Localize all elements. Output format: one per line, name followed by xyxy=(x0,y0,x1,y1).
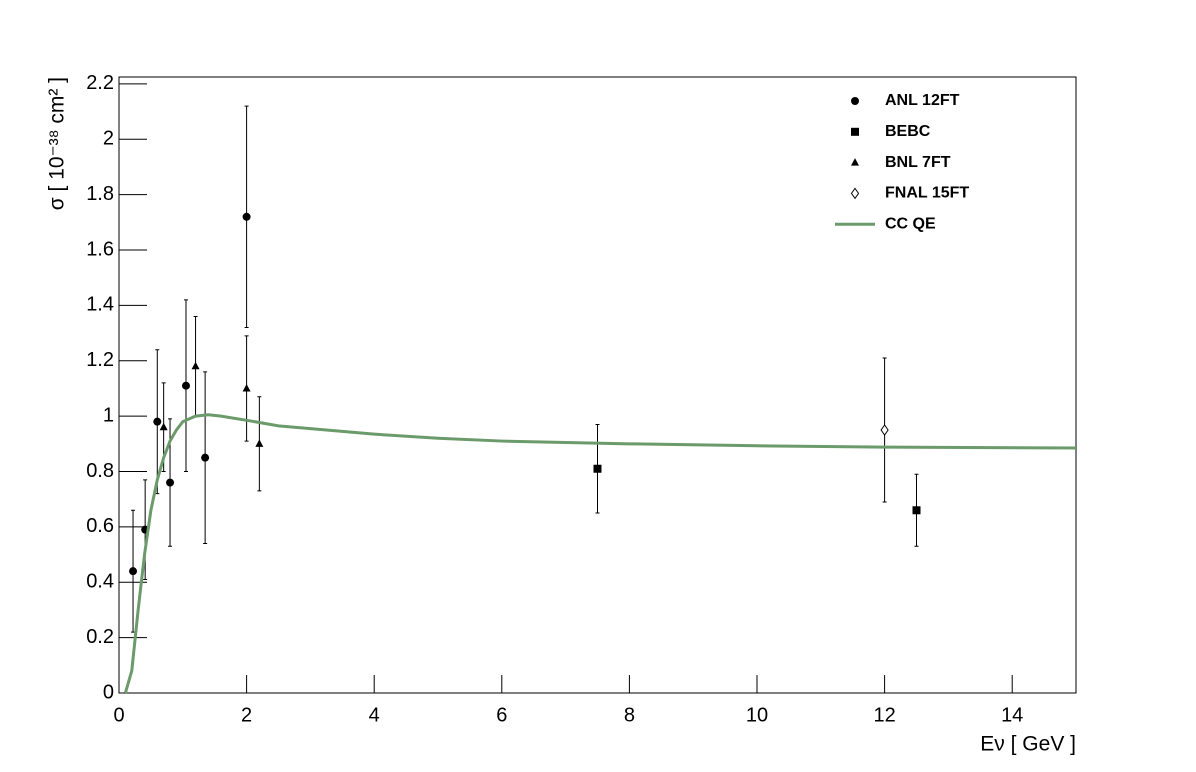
y-tick-label: 0.2 xyxy=(86,626,114,648)
data-point xyxy=(242,383,251,392)
y-tick-label: 2 xyxy=(103,128,114,150)
x-tick-label: 4 xyxy=(369,704,380,726)
y-tick-label: 1.6 xyxy=(86,238,114,260)
data-point xyxy=(255,439,264,447)
y-tick-label: 1 xyxy=(103,404,114,426)
legend-label: BNL 7FT xyxy=(885,154,951,171)
data-point xyxy=(166,478,175,487)
y-tick-label: 1.8 xyxy=(86,183,114,205)
x-tick-label: 6 xyxy=(496,704,507,726)
y-tick-label: 1.4 xyxy=(86,294,114,316)
legend-marker xyxy=(851,158,859,166)
legend-marker xyxy=(850,187,860,200)
x-tick-label: 14 xyxy=(1001,704,1023,726)
data-point xyxy=(191,361,200,370)
legend-label: FNAL 15FT xyxy=(885,185,969,202)
y-tick-label: 0.6 xyxy=(86,515,114,537)
legend-label: CC QE xyxy=(885,215,936,232)
x-tick-label: 10 xyxy=(746,704,768,726)
legend-label: ANL 12FT xyxy=(885,92,960,109)
y-tick-label: 2.2 xyxy=(86,72,114,94)
legend-marker xyxy=(851,97,859,105)
plot-frame xyxy=(118,76,1077,694)
data-point xyxy=(242,212,251,221)
y-tick-label: 0 xyxy=(103,681,114,703)
data-point xyxy=(593,464,602,473)
data-point xyxy=(181,381,190,390)
x-tick-label: 2 xyxy=(241,704,252,726)
data-point xyxy=(159,422,168,431)
data-point xyxy=(153,417,162,426)
curve xyxy=(123,413,1077,694)
y-tick-label: 1.2 xyxy=(86,349,114,371)
y-tick-label: 0.4 xyxy=(86,571,114,593)
data-point xyxy=(912,506,921,515)
y-axis-label: σ [ 10⁻³⁸ cm² ] xyxy=(46,77,69,210)
data-point xyxy=(880,424,889,436)
data-point xyxy=(129,567,138,576)
x-axis-label: Eν [ GeV ] xyxy=(980,733,1076,756)
legend-label: BEBC xyxy=(885,123,931,140)
x-tick-label: 8 xyxy=(624,704,635,726)
y-tick-label: 0.8 xyxy=(86,460,114,482)
legend-marker xyxy=(851,127,859,136)
x-tick-label: 12 xyxy=(873,704,895,726)
x-tick-label: 0 xyxy=(113,704,124,726)
data-point xyxy=(201,453,210,462)
